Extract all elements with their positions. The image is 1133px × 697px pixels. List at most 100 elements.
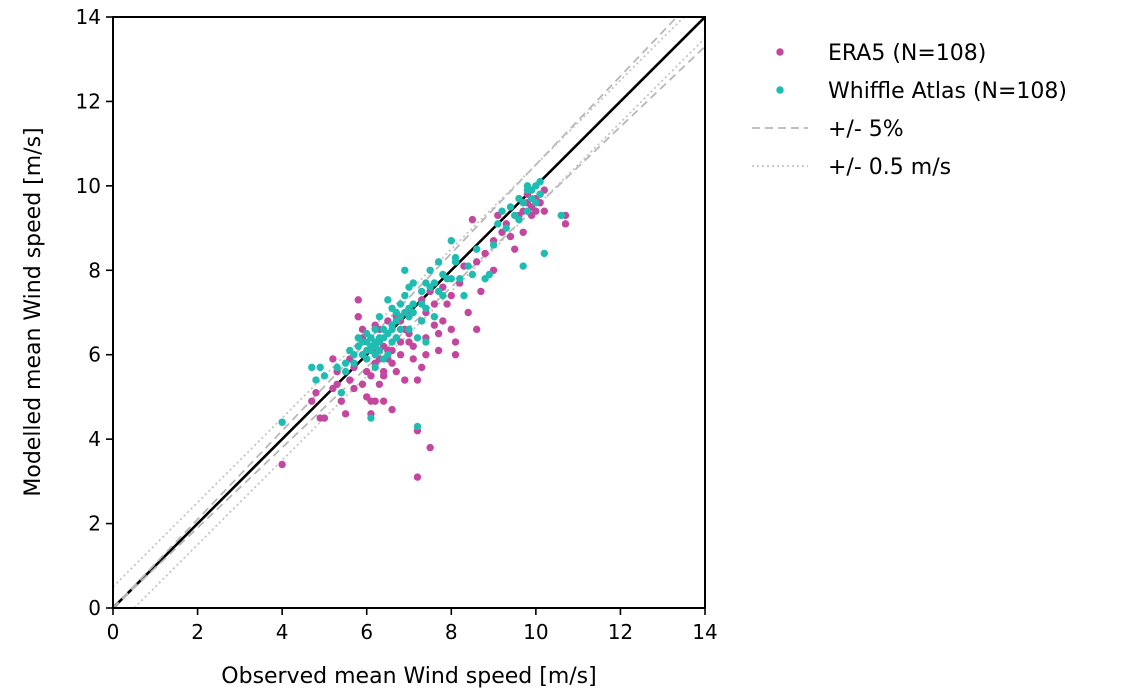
plot-frame	[112, 16, 706, 609]
data-point	[536, 177, 544, 186]
data-point	[489, 241, 498, 249]
data-point	[523, 207, 532, 215]
data-point	[346, 376, 354, 384]
y-tick-label: 14	[76, 5, 101, 29]
data-point	[371, 325, 379, 334]
x-tick-label: 0	[107, 620, 120, 644]
x-tick-label: 2	[191, 620, 204, 644]
data-point	[405, 325, 413, 334]
data-point	[451, 253, 460, 262]
data-point	[477, 287, 485, 296]
data-point	[375, 380, 384, 388]
y-tick-label: 8	[88, 258, 101, 282]
data-point	[392, 367, 401, 376]
data-point	[413, 334, 422, 342]
data-point	[430, 300, 439, 308]
plus-5pct-line	[113, 17, 679, 608]
data-point	[379, 367, 388, 376]
era5-series	[278, 186, 570, 481]
data-point	[341, 367, 350, 376]
data-point	[447, 275, 455, 283]
data-point	[308, 363, 316, 372]
data-point	[363, 329, 371, 338]
x-tick-label: 4	[276, 620, 289, 644]
data-point	[388, 359, 396, 367]
legend-label: +/- 0.5 m/s	[828, 155, 951, 180]
data-point	[447, 237, 455, 245]
data-point	[434, 258, 443, 266]
y-axis-label: Modelled mean Wind speed [m/s]	[21, 127, 46, 496]
data-point	[426, 443, 434, 452]
data-point	[388, 325, 396, 334]
data-point	[337, 389, 346, 397]
data-point	[409, 279, 417, 287]
data-point	[354, 313, 362, 321]
y-tick-label: 10	[76, 174, 101, 198]
data-point	[333, 363, 341, 372]
data-point	[308, 397, 316, 405]
legend: ERA5 (N=108) Whiffle Atlas (N=108) +/- 5% +…	[752, 41, 1067, 180]
data-point	[320, 372, 329, 380]
data-point	[502, 224, 510, 232]
data-point	[350, 351, 358, 359]
data-point	[464, 262, 472, 270]
data-point	[350, 359, 358, 367]
data-point	[413, 473, 422, 481]
data-point	[532, 199, 540, 207]
data-point	[396, 300, 405, 308]
data-point	[278, 460, 286, 469]
legend-item: Whiffle Atlas (N=108)	[776, 79, 1067, 104]
data-point	[472, 325, 481, 334]
y-tick-label: 6	[88, 343, 101, 367]
x-axis-label: Observed mean Wind speed [m/s]	[221, 664, 596, 689]
data-point	[358, 338, 367, 346]
x-tick-label: 14	[692, 620, 717, 644]
data-point	[312, 389, 320, 397]
y-tick-label: 0	[88, 596, 101, 620]
data-point	[472, 258, 481, 266]
data-point	[468, 270, 477, 279]
data-point	[417, 287, 426, 296]
data-point	[540, 249, 549, 258]
x-tick-label: 10	[523, 620, 548, 644]
data-point	[426, 266, 434, 274]
data-point	[485, 270, 494, 279]
legend-item: ERA5 (N=108)	[776, 41, 986, 66]
data-point	[329, 355, 337, 363]
data-point	[401, 376, 409, 384]
data-point	[515, 194, 523, 203]
data-point	[506, 232, 515, 241]
data-point	[316, 363, 324, 372]
data-point	[384, 296, 392, 304]
y-tick-label: 2	[88, 512, 101, 536]
data-point	[363, 355, 371, 363]
data-point	[511, 245, 519, 253]
data-point	[456, 275, 464, 283]
data-point	[396, 325, 405, 334]
whiffle-atlas-series	[278, 177, 565, 431]
data-point	[409, 355, 417, 363]
data-point	[460, 291, 468, 300]
data-point	[434, 346, 443, 355]
data-point	[519, 262, 527, 270]
data-point	[451, 351, 460, 359]
data-point	[481, 249, 489, 258]
data-point	[515, 215, 523, 224]
data-point	[536, 190, 544, 198]
data-point	[396, 351, 405, 359]
legend-label: Whiffle Atlas (N=108)	[828, 79, 1067, 104]
data-point	[439, 291, 447, 300]
data-point	[557, 211, 565, 220]
data-point	[312, 376, 320, 384]
data-points	[278, 177, 570, 481]
data-point	[413, 376, 422, 384]
data-point	[506, 203, 515, 211]
data-point	[384, 351, 392, 359]
legend-item: +/- 5%	[752, 117, 904, 142]
data-point	[409, 308, 417, 317]
data-point	[333, 380, 341, 388]
data-point	[430, 279, 439, 287]
legend-label: ERA5 (N=108)	[828, 41, 986, 66]
data-point	[532, 207, 540, 215]
